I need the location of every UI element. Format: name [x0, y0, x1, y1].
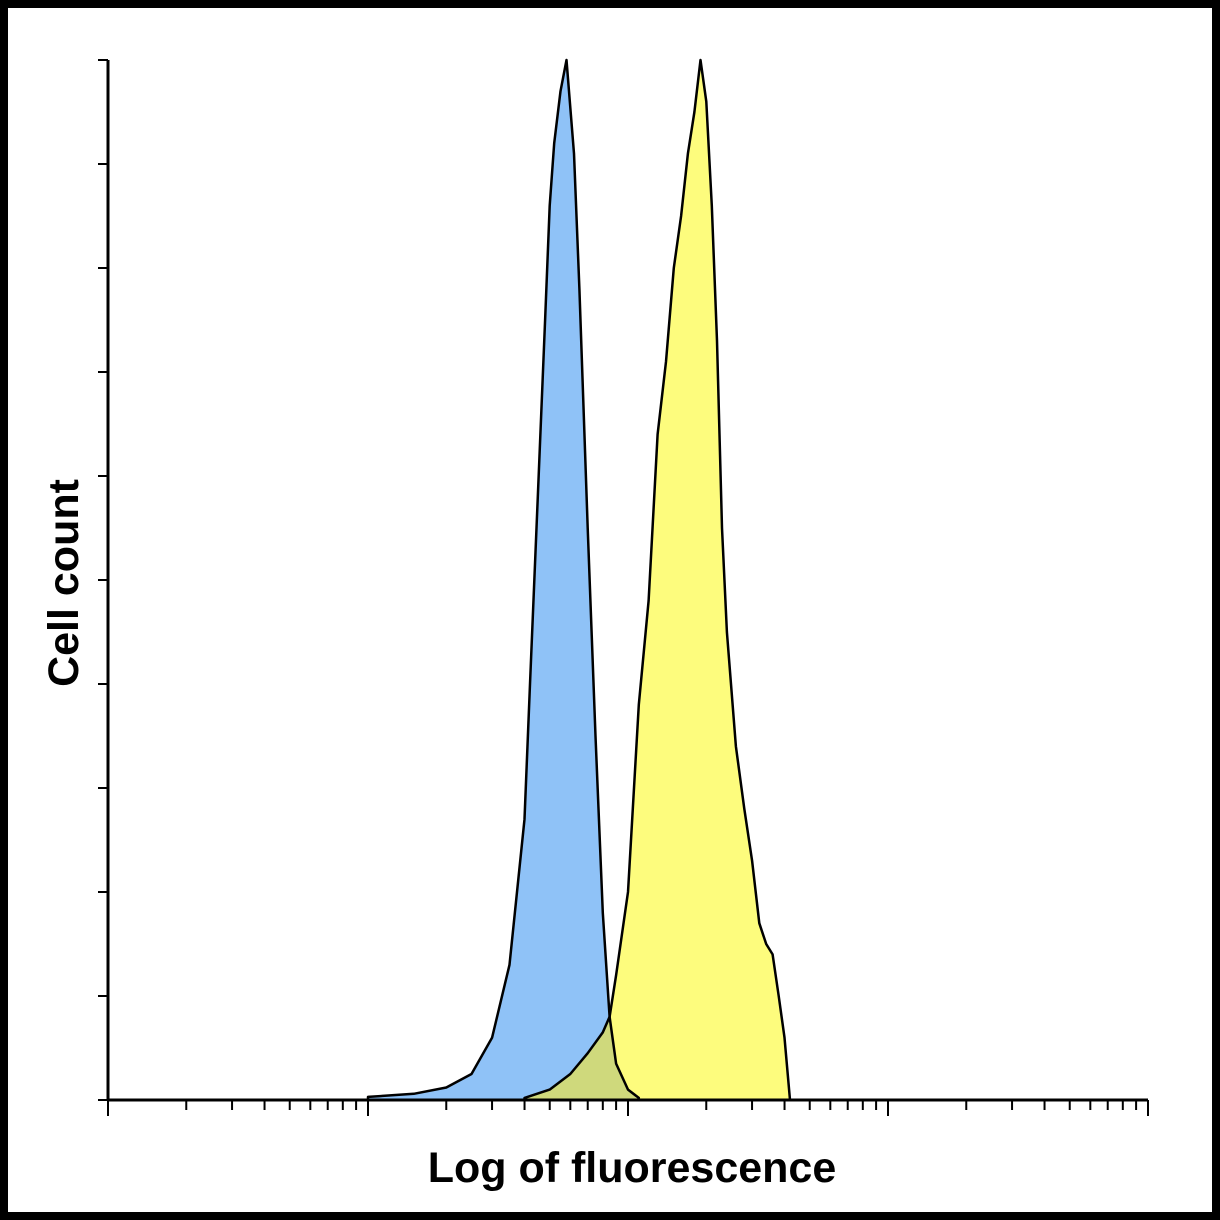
histogram-chart: Log of fluorescence Cell count	[40, 58, 1149, 1192]
series-2-outline	[523, 58, 792, 1102]
x-axis-label: Log of fluorescence	[428, 1144, 837, 1192]
series-1-area	[368, 60, 639, 1100]
chart-frame: Log of fluorescence Cell count	[8, 8, 1212, 1212]
y-axis-label: Cell count	[40, 479, 88, 687]
series-2-area	[524, 60, 790, 1100]
axes-layer	[98, 59, 1149, 1116]
series-1-outline	[366, 58, 641, 1102]
overlap-area	[524, 1018, 639, 1100]
series-layer	[366, 58, 792, 1102]
